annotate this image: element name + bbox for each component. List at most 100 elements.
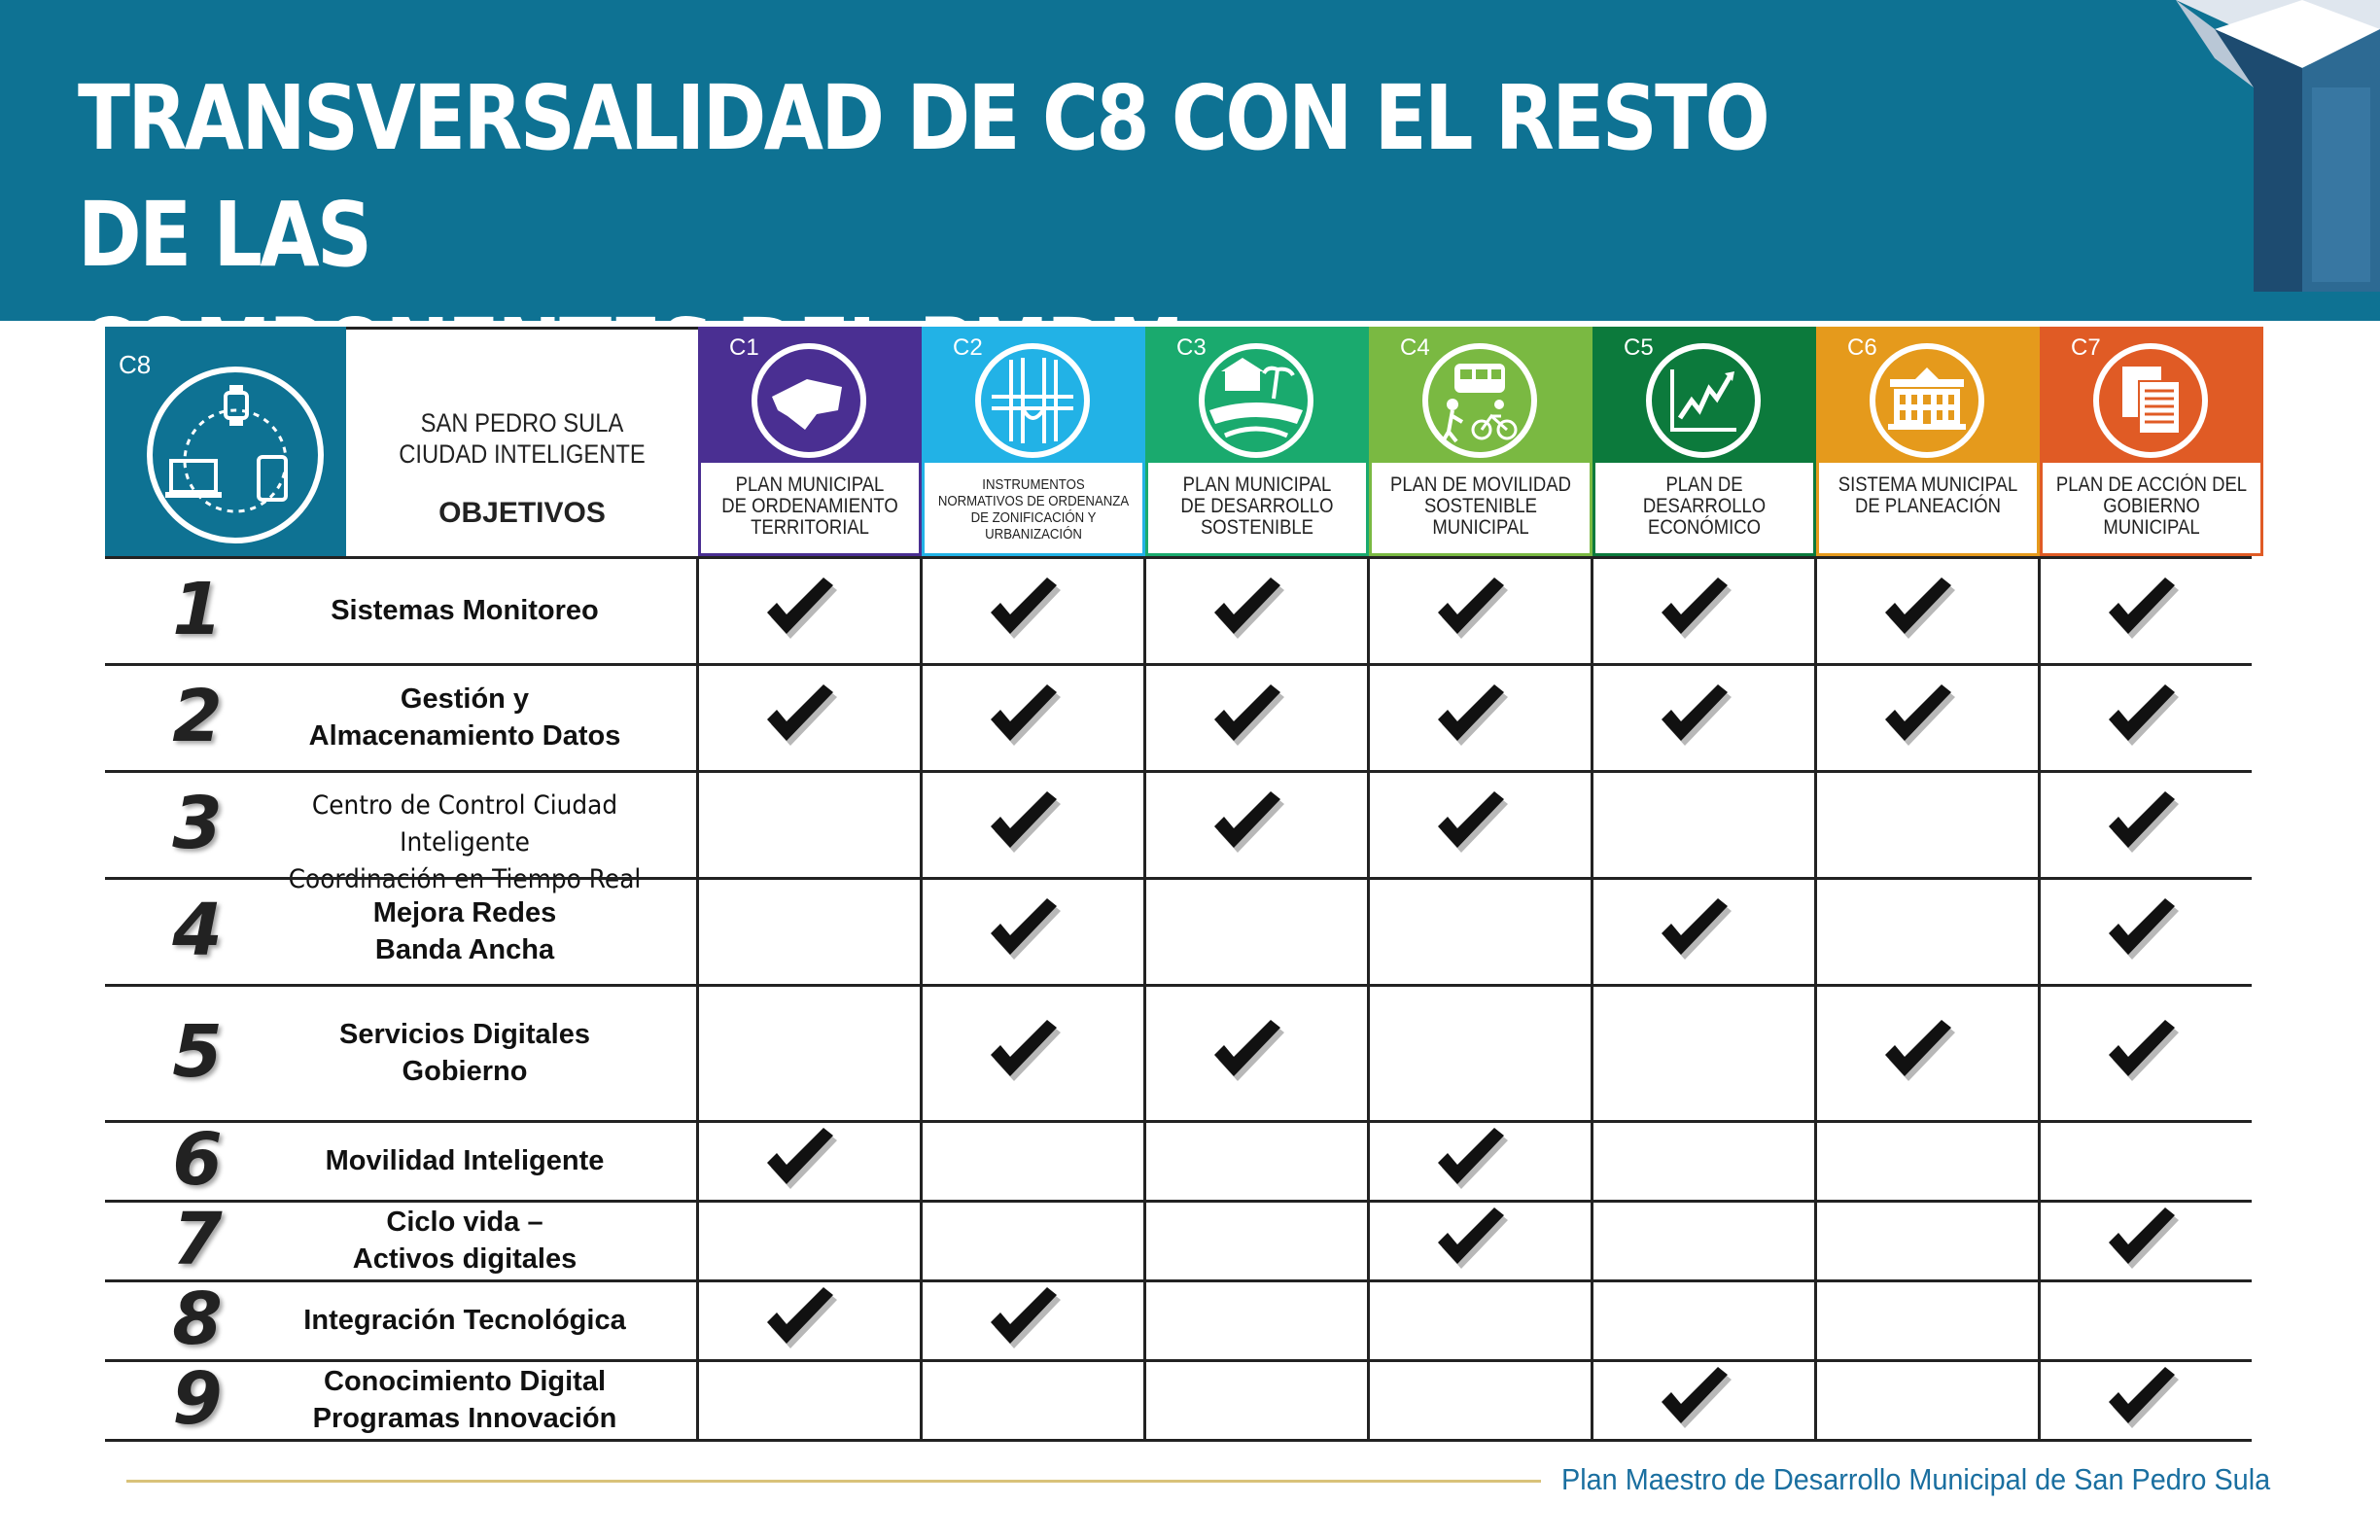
checkmark-icon bbox=[767, 578, 837, 639]
column-divider bbox=[2038, 773, 2041, 880]
column-divider bbox=[2038, 880, 2041, 987]
objectives-label: OBJETIVOS bbox=[438, 497, 606, 529]
column-divider bbox=[2038, 559, 2041, 666]
column-divider bbox=[1367, 773, 1370, 880]
column-divider bbox=[1814, 559, 1817, 666]
checkmark-icon bbox=[1885, 578, 1955, 639]
column-divider bbox=[1591, 773, 1593, 880]
row-objective: Movilidad Inteligente bbox=[325, 1145, 605, 1176]
smart-devices-icon bbox=[147, 367, 324, 543]
c8-cell: C8 bbox=[105, 327, 346, 556]
column-divider bbox=[1367, 1282, 1370, 1362]
component-color-band: C7 bbox=[2040, 327, 2263, 463]
territory-map-icon bbox=[752, 343, 866, 458]
column-divider bbox=[1814, 1282, 1817, 1362]
column-divider bbox=[1814, 987, 1817, 1123]
component-color-band: C3 bbox=[1145, 327, 1369, 463]
component-label: INSTRUMENTOS NORMATIVOS DE ORDENANZA DE … bbox=[937, 476, 1130, 542]
column-divider bbox=[1367, 559, 1370, 666]
component-header-c1: C1 PLAN MUNICIPAL DE ORDENAMIENTO TERRITO… bbox=[698, 327, 922, 556]
checkmark-icon bbox=[1214, 1020, 1284, 1081]
column-divider bbox=[696, 880, 699, 987]
checkmark-icon bbox=[2109, 1208, 2179, 1269]
checkmark-icon bbox=[991, 898, 1061, 960]
component-label: PLAN DE MOVILIDAD SOSTENIBLE MUNICIPAL bbox=[1390, 473, 1571, 539]
table-row: 1 Sistemas Monitoreo bbox=[105, 556, 2252, 666]
column-divider bbox=[1814, 1123, 1817, 1203]
column-divider bbox=[1367, 666, 1370, 773]
checkmark-icon bbox=[1438, 1128, 1508, 1189]
row-number: 4 bbox=[172, 889, 223, 972]
column-divider bbox=[1591, 1203, 1593, 1282]
column-divider bbox=[1143, 880, 1146, 987]
column-divider bbox=[696, 1123, 699, 1203]
table-row: 6 Movilidad Inteligente bbox=[105, 1118, 2252, 1203]
column-divider bbox=[1591, 1123, 1593, 1203]
component-label-box: PLAN DE ACCIÓN DEL GOBIERNO MUNICIPAL bbox=[2040, 463, 2263, 556]
column-divider bbox=[696, 559, 699, 666]
checkmark-icon bbox=[991, 1020, 1061, 1081]
component-header-c5: C5 PLAN DE DESARROLLO ECONÓMICO bbox=[1592, 327, 1816, 556]
column-divider bbox=[920, 773, 923, 880]
row-objective: Servicios Digitales Gobierno bbox=[339, 1019, 590, 1087]
component-color-band: C4 bbox=[1369, 327, 1592, 463]
checkmark-icon bbox=[1438, 578, 1508, 639]
building-collage-icon bbox=[2176, 0, 2380, 292]
component-code: C3 bbox=[1176, 334, 1207, 361]
column-divider bbox=[696, 1203, 699, 1282]
checkmark-icon bbox=[2109, 578, 2179, 639]
table-row: 8 Integración Tecnológica bbox=[105, 1278, 2252, 1362]
checkmark-icon bbox=[2109, 791, 2179, 853]
checkmark-icon bbox=[2109, 1020, 2179, 1081]
component-header-c3: C3 PLAN MUNICIPAL DE DESARROLLO SOSTENIBL… bbox=[1145, 327, 1369, 556]
column-divider bbox=[1143, 773, 1146, 880]
column-divider bbox=[920, 1203, 923, 1282]
column-divider bbox=[1143, 1123, 1146, 1203]
column-divider bbox=[696, 987, 699, 1123]
component-color-band: C6 bbox=[1816, 327, 2040, 463]
component-code: C4 bbox=[1400, 334, 1430, 361]
column-divider bbox=[1591, 987, 1593, 1123]
component-code: C5 bbox=[1624, 334, 1654, 361]
city-name: SAN PEDRO SULA CIUDAD INTELIGENTE bbox=[399, 408, 646, 469]
column-divider bbox=[2038, 666, 2041, 773]
column-divider bbox=[1143, 1203, 1146, 1282]
column-divider bbox=[696, 1362, 699, 1442]
column-divider bbox=[1591, 1362, 1593, 1442]
column-divider bbox=[696, 666, 699, 773]
column-divider bbox=[1814, 1203, 1817, 1282]
checkmark-icon bbox=[767, 684, 837, 746]
checkmark-icon bbox=[1438, 1208, 1508, 1269]
column-divider bbox=[920, 559, 923, 666]
component-label: PLAN DE ACCIÓN DEL GOBIERNO MUNICIPAL bbox=[2055, 473, 2248, 539]
component-color-band: C1 bbox=[698, 327, 922, 463]
checkmark-icon bbox=[767, 1128, 837, 1189]
component-color-band: C5 bbox=[1592, 327, 1816, 463]
table-row: 7 Ciclo vida – Activos digitales bbox=[105, 1198, 2252, 1282]
column-divider bbox=[1591, 1282, 1593, 1362]
table-row: 2 Gestión y Almacenamiento Datos bbox=[105, 663, 2252, 773]
column-divider bbox=[1367, 1123, 1370, 1203]
row-objective: Mejora Redes Banda Ancha bbox=[372, 897, 557, 965]
component-header-c6: C6 SISTEMA MUNICIPAL DE PLANEACIÓN bbox=[1816, 327, 2040, 556]
footer-divider bbox=[126, 1480, 1541, 1483]
table-row: 5 Servicios Digitales Gobierno bbox=[105, 984, 2252, 1123]
row-number: 2 bbox=[172, 675, 223, 758]
checkmark-icon bbox=[2109, 1367, 2179, 1428]
column-divider bbox=[1591, 559, 1593, 666]
c8-code: C8 bbox=[119, 350, 152, 379]
mobility-bus-bike-icon bbox=[1422, 343, 1537, 458]
column-divider bbox=[920, 880, 923, 987]
column-divider bbox=[1814, 666, 1817, 773]
component-label: PLAN MUNICIPAL DE DESARROLLO SOSTENIBLE bbox=[1180, 473, 1334, 539]
checkmark-icon bbox=[1214, 578, 1284, 639]
column-divider bbox=[2038, 1203, 2041, 1282]
component-code: C7 bbox=[2071, 334, 2101, 361]
column-divider bbox=[2038, 1282, 2041, 1362]
checkmark-icon bbox=[991, 1287, 1061, 1348]
table-row: 9 Conocimiento Digital Programas Innovaci… bbox=[105, 1357, 2252, 1442]
component-code: C1 bbox=[729, 334, 759, 361]
column-divider bbox=[920, 1123, 923, 1203]
column-divider bbox=[1591, 666, 1593, 773]
component-code: C6 bbox=[1847, 334, 1877, 361]
